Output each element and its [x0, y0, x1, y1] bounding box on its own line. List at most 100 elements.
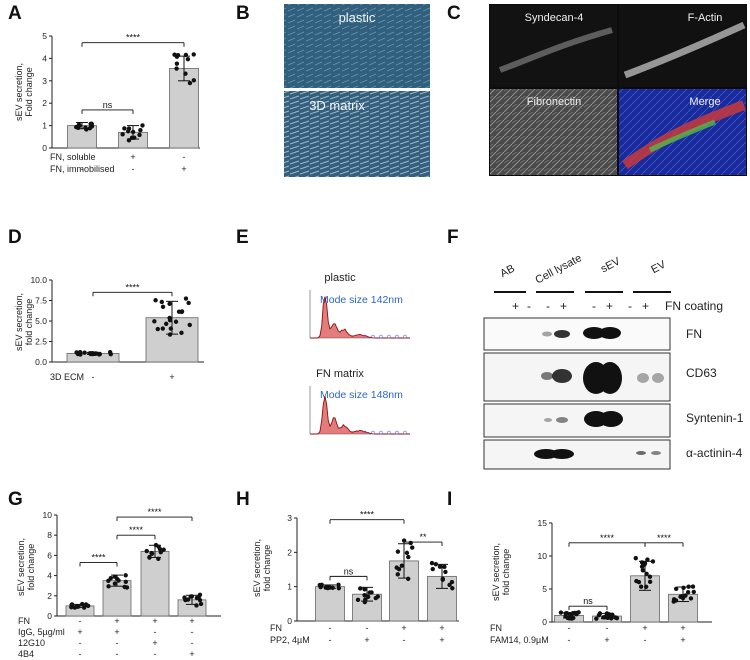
blot-band-fn-1: [542, 331, 552, 337]
y-tick-label: 5: [42, 31, 47, 41]
y-tick-label: 1: [42, 121, 47, 131]
nta-plot-fn-matrix: [309, 386, 410, 435]
condition-sign: -: [403, 635, 406, 645]
blot-label-syntenin-1: Syntenin-1: [686, 411, 744, 425]
data-point: [673, 586, 679, 592]
if-cell-syndecan-4: [498, 27, 613, 73]
data-point: [122, 584, 127, 590]
condition-label: IgG, 5µg/ml: [18, 627, 65, 637]
data-point: [152, 319, 157, 324]
y-tick-label: 0: [287, 616, 292, 626]
nta-marker: [379, 334, 383, 339]
data-point: [645, 557, 650, 562]
chart-a: 0 1 2 3 4 5 sEV secretion,Fold change ns **** FN,…: [14, 31, 200, 174]
sig-label: ****: [91, 552, 106, 562]
data-point: [685, 589, 691, 595]
data-point: [125, 129, 131, 134]
if-label-merge: Merge: [689, 96, 720, 108]
micrograph-3d-matrix: [284, 91, 430, 177]
data-point: [323, 585, 328, 590]
data-point: [688, 596, 694, 601]
y-tick-label: 7.5: [35, 296, 47, 306]
blot-band-cd63-4: [598, 362, 622, 394]
condition-sign: +: [152, 638, 157, 648]
panel-f-western-blot: AB Cell lysate sEV EV + - - + - + - + FN…: [483, 252, 744, 470]
condition-sign: +: [604, 635, 609, 645]
panel-label-i: I: [447, 489, 452, 510]
data-point: [638, 584, 644, 589]
data-point: [437, 564, 443, 569]
data-point: [191, 78, 197, 83]
data-point: [155, 326, 161, 332]
data-point: [433, 561, 439, 567]
data-point: [123, 579, 129, 585]
panel-label-f: F: [447, 227, 459, 248]
nta-marker: [387, 430, 391, 435]
blot-lane-sign-8: +: [642, 299, 649, 313]
nta-trace-line: [310, 396, 410, 435]
data-point: [395, 549, 401, 554]
blot-group-sev: sEV: [599, 255, 623, 275]
y-axis-label: sEV secretion,fold change: [14, 293, 34, 351]
nta-marker: [395, 334, 399, 339]
blot-lane-sign-3: -: [546, 299, 550, 313]
data-point: [406, 554, 411, 560]
condition-sign: -: [329, 635, 332, 645]
data-point: [182, 595, 187, 600]
condition-label: FN, immobilised: [50, 164, 115, 174]
data-point: [74, 604, 79, 609]
bar: [140, 550, 170, 617]
data-point: [183, 296, 189, 301]
sig-label: ****: [147, 507, 162, 517]
blot-lane-sign-4: +: [560, 299, 567, 313]
panel-label-g: G: [8, 489, 23, 510]
blot-group-ev: EV: [649, 258, 668, 276]
data-point: [174, 66, 179, 71]
data-point: [185, 56, 191, 62]
y-tick-label: 2: [47, 591, 52, 601]
data-point: [405, 576, 411, 582]
condition-sign: +: [77, 627, 82, 637]
blot-band-alpha-actinin-4-3: [636, 451, 646, 455]
data-point: [362, 592, 367, 598]
data-point: [167, 301, 172, 307]
nta-title-plastic: plastic: [324, 272, 356, 284]
blot-band-syntenin-1-4: [599, 411, 623, 427]
y-tick-label: 15: [538, 518, 548, 528]
condition-label: FN: [490, 623, 502, 633]
condition-sign: +: [364, 635, 369, 645]
nta-marker: [395, 430, 399, 435]
y-tick-label: 0: [542, 617, 547, 627]
blot-band-cd63-5: [637, 373, 649, 383]
data-point: [161, 547, 166, 552]
condition-sign: +: [181, 164, 186, 174]
nta-marker: [371, 430, 375, 435]
data-point: [167, 318, 173, 323]
y-tick-label: 0.0: [35, 357, 47, 367]
y-tick-label: 2: [287, 547, 292, 557]
data-point: [194, 595, 200, 601]
y-tick-label: 10: [43, 510, 53, 520]
data-point: [172, 52, 177, 57]
panel-label-d: D: [8, 227, 22, 248]
data-point: [149, 551, 155, 556]
nta-mode-fn-matrix: Mode size 148nm: [320, 389, 403, 401]
data-point: [336, 582, 341, 588]
data-point: [430, 566, 435, 572]
data-point: [179, 309, 184, 315]
blot-strip-syntenin-1: [483, 403, 671, 438]
if-tile-f-actin: [619, 5, 746, 87]
data-point: [186, 300, 191, 306]
data-point: [197, 592, 203, 597]
data-point: [159, 299, 165, 305]
condition-sign: -: [81, 164, 84, 174]
blot-strip-fn: [483, 317, 671, 351]
y-tick-label: 0: [47, 611, 52, 621]
data-point: [160, 326, 165, 331]
data-point: [450, 586, 455, 591]
condition-sign: -: [644, 635, 647, 645]
blot-lane-sign-2: -: [527, 299, 531, 313]
data-point: [74, 124, 79, 130]
nta-marker: [403, 334, 407, 339]
blot-band-cd63-1: [541, 372, 553, 380]
